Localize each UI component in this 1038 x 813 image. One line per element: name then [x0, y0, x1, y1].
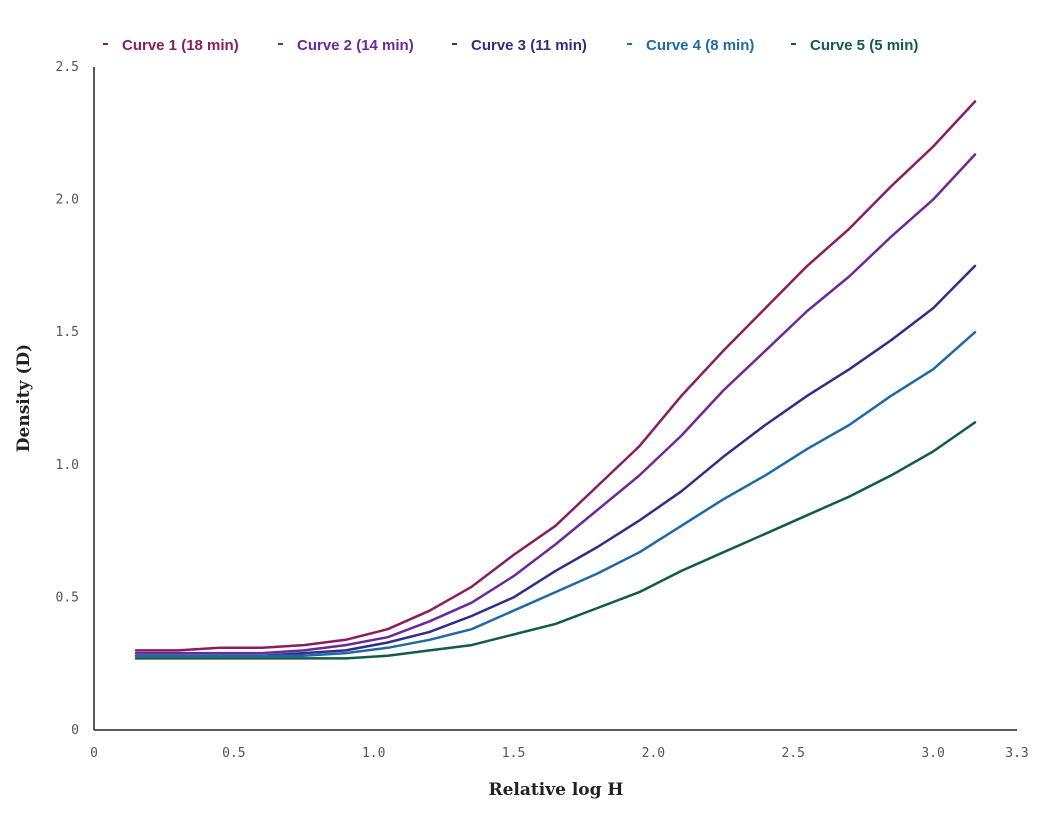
x-axis-title: Relative log H [488, 780, 623, 800]
legend-marker [452, 43, 457, 45]
legend-label: Curve 3 (11 min) [471, 37, 587, 54]
legend-label: Curve 5 (5 min) [810, 37, 918, 54]
y-tick-label: 2.0 [56, 193, 79, 208]
y-tick-label: 0.5 [56, 590, 79, 605]
x-tick-label: 0.5 [222, 746, 245, 761]
series-lines [134, 100, 977, 660]
y-tick-label: 1.5 [56, 325, 79, 340]
legend-marker [103, 43, 108, 45]
x-tick-label: 3.3 [1005, 746, 1028, 761]
legend-label: Curve 2 (14 min) [297, 37, 414, 54]
legend-item-curve-4: Curve 4 (8 min) [627, 37, 754, 54]
series-line-curve-1 [134, 100, 977, 652]
legend: Curve 1 (18 min) Curve 2 (14 min) Curve 3 … [103, 37, 918, 54]
legend-item-curve-3: Curve 3 (11 min) [452, 37, 587, 54]
x-tick-label: 0 [90, 746, 98, 761]
x-tick-label: 1.0 [362, 746, 385, 761]
x-tick-label: 1.5 [502, 746, 525, 761]
y-tick-label: 2.5 [56, 60, 79, 75]
y-axis-title: Density (D) [14, 344, 34, 452]
y-tick-label: 0 [71, 723, 79, 738]
legend-marker [278, 43, 283, 45]
legend-label: Curve 4 (8 min) [646, 37, 754, 54]
x-tick-label: 2.5 [782, 746, 805, 761]
x-tick-label: 3.0 [921, 746, 944, 761]
legend-marker [627, 43, 632, 45]
series-line-curve-5 [134, 421, 977, 660]
series-line-curve-3 [134, 264, 977, 657]
legend-item-curve-1: Curve 1 (18 min) [103, 37, 239, 54]
legend-label: Curve 1 (18 min) [122, 37, 239, 54]
y-axis-ticks: 0 0.5 1.0 1.5 2.0 2.5 [56, 60, 79, 738]
legend-item-curve-2: Curve 2 (14 min) [278, 37, 414, 54]
legend-item-curve-5: Curve 5 (5 min) [791, 37, 918, 54]
series-line-curve-4 [134, 330, 977, 657]
x-axis-ticks: 0 0.5 1.0 1.5 2.0 2.5 3.0 3.3 [90, 746, 1029, 761]
y-tick-label: 1.0 [56, 458, 79, 473]
x-tick-label: 2.0 [642, 746, 665, 761]
legend-marker [791, 43, 796, 45]
series-line-curve-2 [134, 153, 977, 655]
